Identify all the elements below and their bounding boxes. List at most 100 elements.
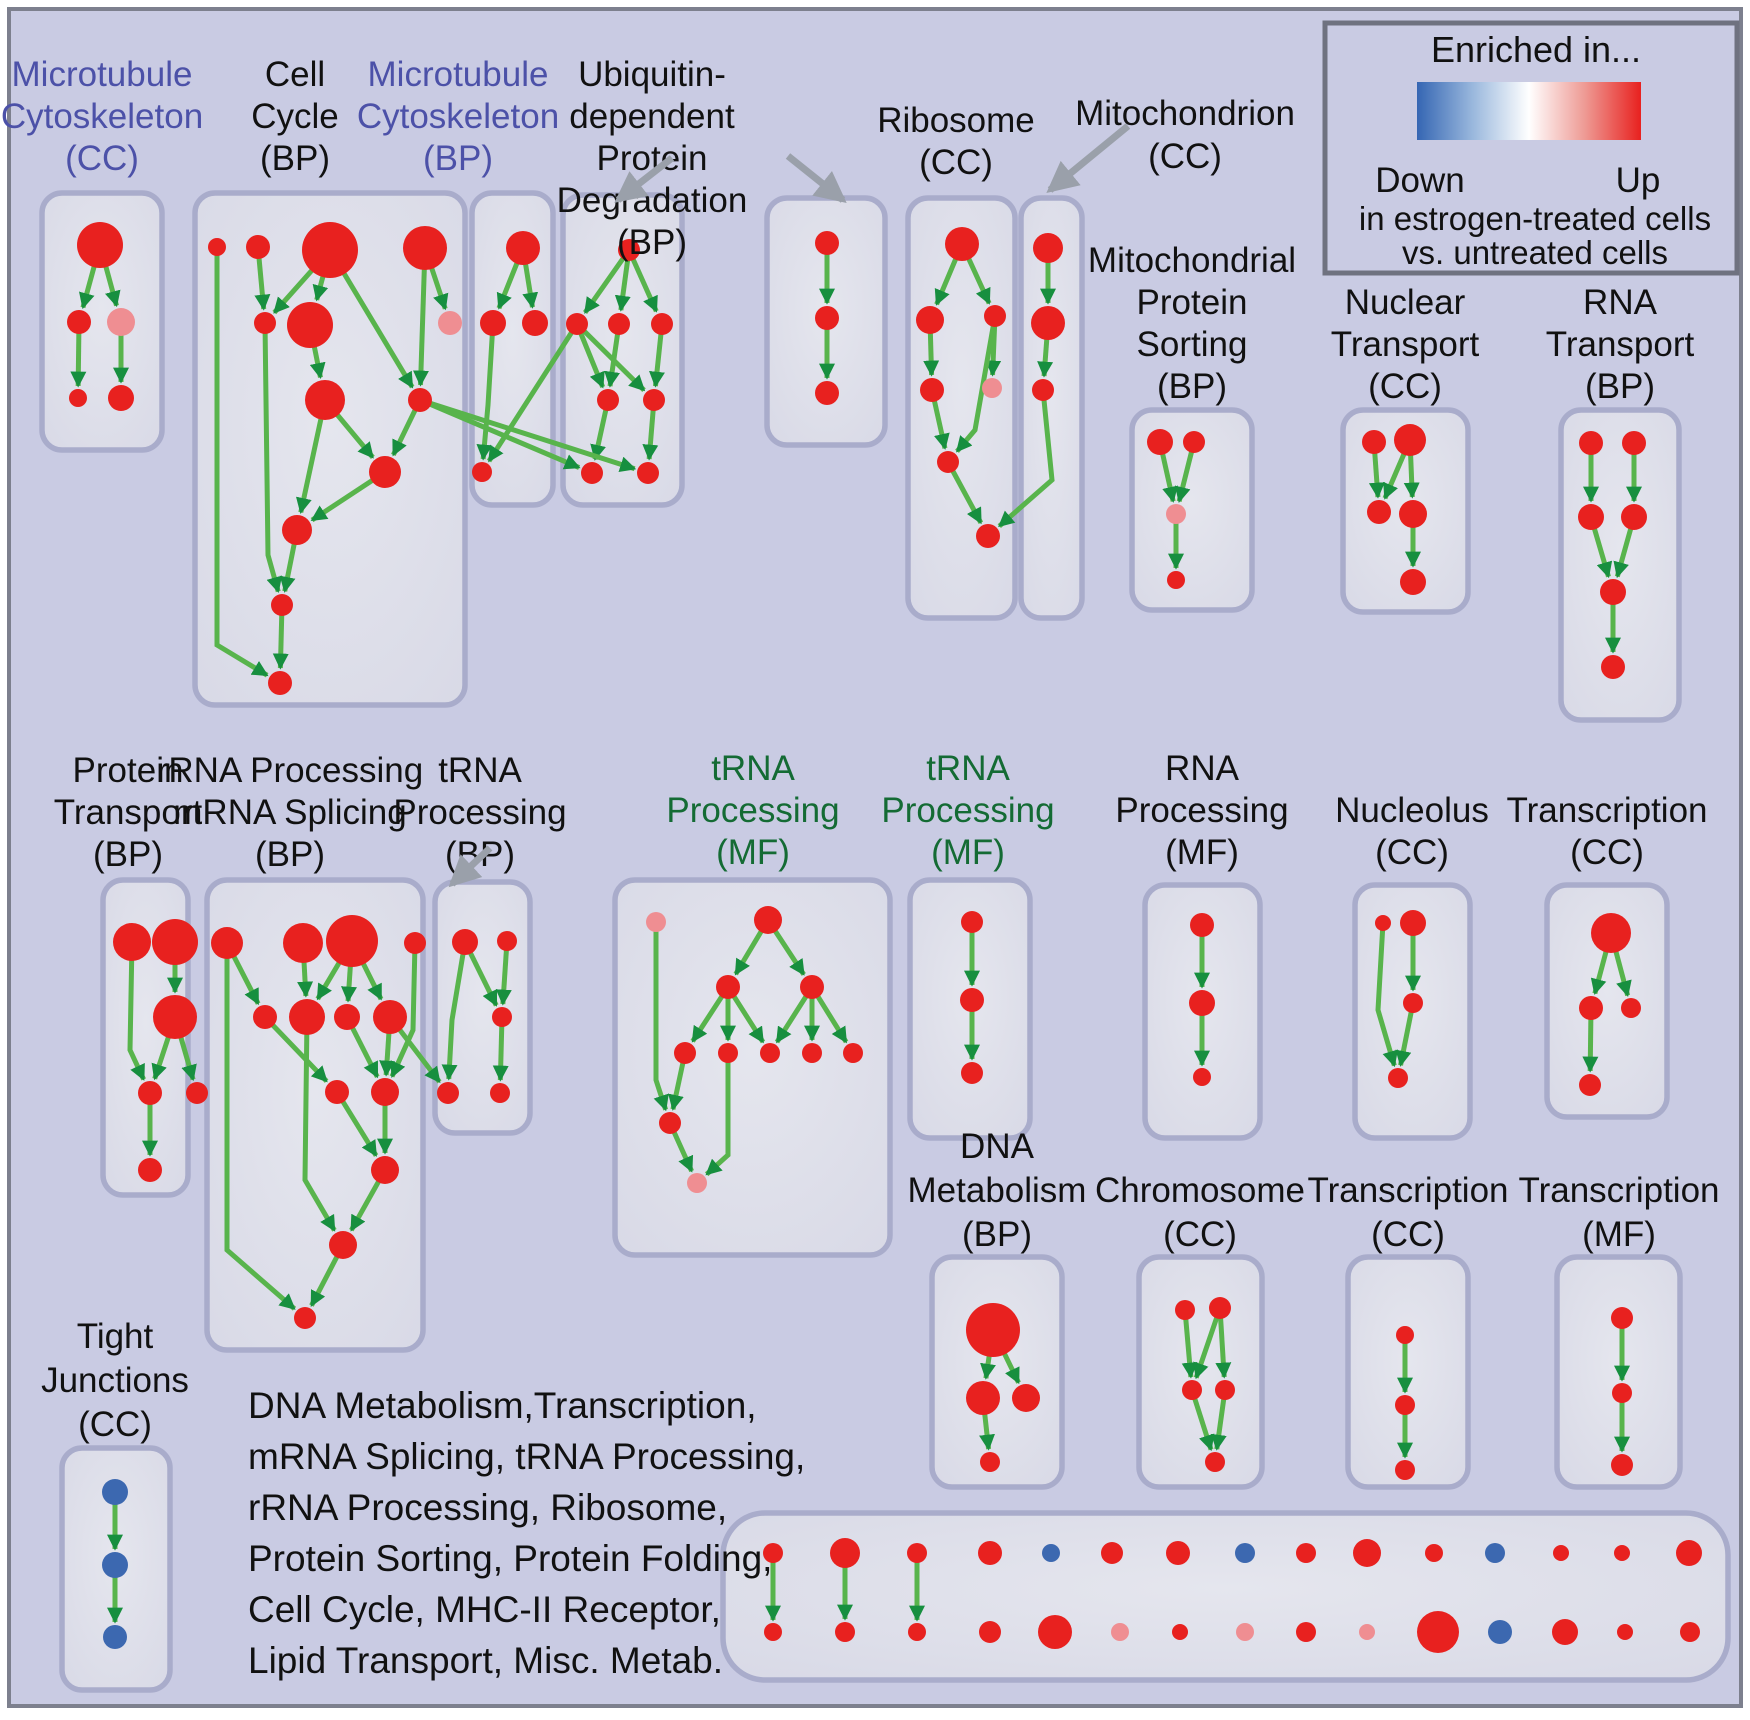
note-line: rRNA Processing, Ribosome, — [248, 1487, 727, 1528]
node-microtubule-cytoskeleton-bp — [506, 231, 540, 265]
node-ribosome-cc — [982, 378, 1002, 398]
node-ubiquitin-degradation-bp-2 — [815, 231, 839, 255]
legend-up-label: Up — [1616, 161, 1661, 200]
cluster-label-line: (CC) — [1375, 833, 1449, 872]
node-misc-clusters — [1614, 1545, 1630, 1561]
node-nucleolus-cc — [1388, 1068, 1408, 1088]
node-rrna-processing-mrna-splicing-bp — [334, 1004, 360, 1030]
node-nucleolus-cc — [1403, 993, 1423, 1013]
cluster-label-ribosome-cc: Ribosome (CC) — [877, 101, 1035, 182]
cluster-label-line: mRNA Splicing — [173, 793, 406, 832]
cluster-label-line: Microtubule — [12, 55, 193, 94]
cluster-label-line: Processing — [393, 793, 566, 832]
node-misc-clusters — [1166, 1541, 1190, 1565]
node-ubiquitin-degradation-bp — [597, 389, 619, 411]
node-cell-cycle-bp — [254, 312, 276, 334]
node-rna-transport-bp — [1600, 579, 1626, 605]
edge-chromosome-cc — [1189, 1389, 1215, 1452]
cluster-label-line: Nucleolus — [1335, 791, 1489, 830]
note-line: Cell Cycle, MHC-II Receptor, — [248, 1589, 721, 1630]
node-mitochondrial-protein-sorting-bp — [1183, 431, 1205, 453]
cluster-label-line: Junctions — [41, 1361, 189, 1400]
cluster-label-microtubule-cytoskeleton-bp: Microtubule Cytoskeleton (BP) — [357, 55, 559, 178]
cluster-label-line: Mitochondrial — [1088, 241, 1296, 280]
cluster-label-line: Sorting — [1137, 325, 1248, 364]
cluster-label-mitochondrion-cc: Mitochondrion (CC) — [1075, 94, 1295, 176]
node-nucleolus-cc — [1375, 915, 1391, 931]
cluster-label-line: Chromosome — [1095, 1171, 1305, 1210]
legend-subtitle-1: in estrogen-treated cells — [1359, 200, 1711, 237]
cluster-box-transcription-mf — [1554, 1254, 1683, 1490]
node-transcription-cc-mid — [1579, 996, 1603, 1020]
node-trna-processing-bp — [452, 929, 478, 955]
node-dna-metabolism-bp — [966, 1381, 1000, 1415]
node-misc-clusters — [1236, 1623, 1254, 1641]
node-mitochondrion-cc — [1032, 379, 1054, 401]
node-transcription-cc-mid — [1579, 1074, 1601, 1096]
node-transcription-cc-bottom — [1395, 1460, 1415, 1480]
cluster-label-line: Cycle — [251, 97, 339, 136]
node-misc-clusters — [763, 1543, 783, 1563]
node-misc-clusters — [1042, 1544, 1060, 1562]
cross-edge — [419, 397, 637, 472]
node-trna-processing-mf-large — [802, 1043, 822, 1063]
edge-ubiquitin-degradation-bp — [626, 248, 659, 313]
cluster-label-cell-cycle-bp: Cell Cycle (BP) — [251, 55, 339, 178]
edge-nucleolus-cc — [1395, 1002, 1416, 1067]
cluster-label-line: (BP) — [617, 223, 687, 262]
node-transcription-cc-bottom — [1396, 1326, 1414, 1344]
node-misc-clusters — [908, 1623, 926, 1641]
edge-nucleolus-cc — [1375, 922, 1398, 1068]
node-cell-cycle-bp — [271, 594, 293, 616]
cluster-label-line: DNA — [960, 1127, 1035, 1166]
node-tight-junctions-cc — [102, 1552, 128, 1578]
node-misc-clusters — [1552, 1619, 1578, 1645]
node-nucleolus-cc — [1400, 910, 1426, 936]
cluster-label-line: (MF) — [1165, 833, 1239, 872]
node-cell-cycle-bp — [369, 456, 401, 488]
note-line: DNA Metabolism,Transcription, — [248, 1385, 757, 1426]
edge-ubiquitin-degradation-bp — [574, 323, 606, 389]
node-trna-processing-mf-large — [687, 1173, 707, 1193]
node-ubiquitin-degradation-bp — [608, 313, 630, 335]
edge-rrna-processing-mrna-splicing-bp — [263, 1015, 329, 1083]
cluster-label-line: Tight — [77, 1317, 154, 1356]
cluster-label-line: (BP) — [255, 835, 325, 874]
cluster-label-line: Processing — [1115, 791, 1288, 830]
edge-rrna-processing-mrna-splicing-bp — [334, 1090, 379, 1157]
edge-ribosome-cc — [945, 460, 984, 525]
cluster-label-line: (BP) — [423, 139, 493, 178]
cluster-label-chromosome-cc: Chromosome (CC) — [1095, 1171, 1305, 1254]
node-rna-processing-mf — [1189, 990, 1215, 1016]
node-misc-clusters — [978, 1541, 1002, 1565]
node-tight-junctions-cc — [103, 1625, 127, 1649]
node-trna-processing-mf-large — [843, 1043, 863, 1063]
node-microtubule-cytoskeleton-cc — [67, 310, 91, 334]
node-rna-processing-mf — [1190, 913, 1214, 937]
node-microtubule-cytoskeleton-cc — [107, 308, 135, 336]
cluster-label-line: (CC) — [1570, 833, 1644, 872]
node-microtubule-cytoskeleton-cc — [69, 389, 87, 407]
cluster-label-line: (CC) — [65, 139, 139, 178]
node-cell-cycle-bp — [282, 515, 312, 545]
cluster-label-line: dependent — [569, 97, 735, 136]
cluster-label-rna-transport-bp: RNA Transport (BP) — [1546, 283, 1695, 406]
node-trna-processing-mf-large — [659, 1112, 681, 1134]
node-rna-transport-bp — [1621, 504, 1647, 530]
node-ribosome-cc — [920, 378, 944, 402]
node-microtubule-cytoskeleton-cc — [77, 222, 123, 268]
cluster-label-microtubule-cytoskeleton-cc: Microtubule Cytoskeleton (CC) — [1, 55, 203, 178]
edge-ubiquitin-degradation-bp — [575, 322, 646, 392]
edge-cell-cycle-bp — [262, 322, 283, 594]
edge-cell-cycle-bp — [214, 247, 269, 678]
node-rna-transport-bp — [1622, 431, 1646, 455]
node-trna-processing-mf-large — [760, 1043, 780, 1063]
node-rrna-processing-mrna-splicing-bp — [326, 915, 378, 967]
legend-box — [1322, 20, 1740, 276]
node-misc-clusters — [907, 1543, 927, 1563]
node-transcription-mf — [1611, 1454, 1633, 1476]
node-rrna-processing-mrna-splicing-bp — [371, 1156, 399, 1184]
node-ubiquitin-degradation-bp — [643, 389, 665, 411]
node-rrna-processing-mrna-splicing-bp — [329, 1231, 357, 1259]
cluster-label-line: RNA — [1583, 283, 1658, 322]
